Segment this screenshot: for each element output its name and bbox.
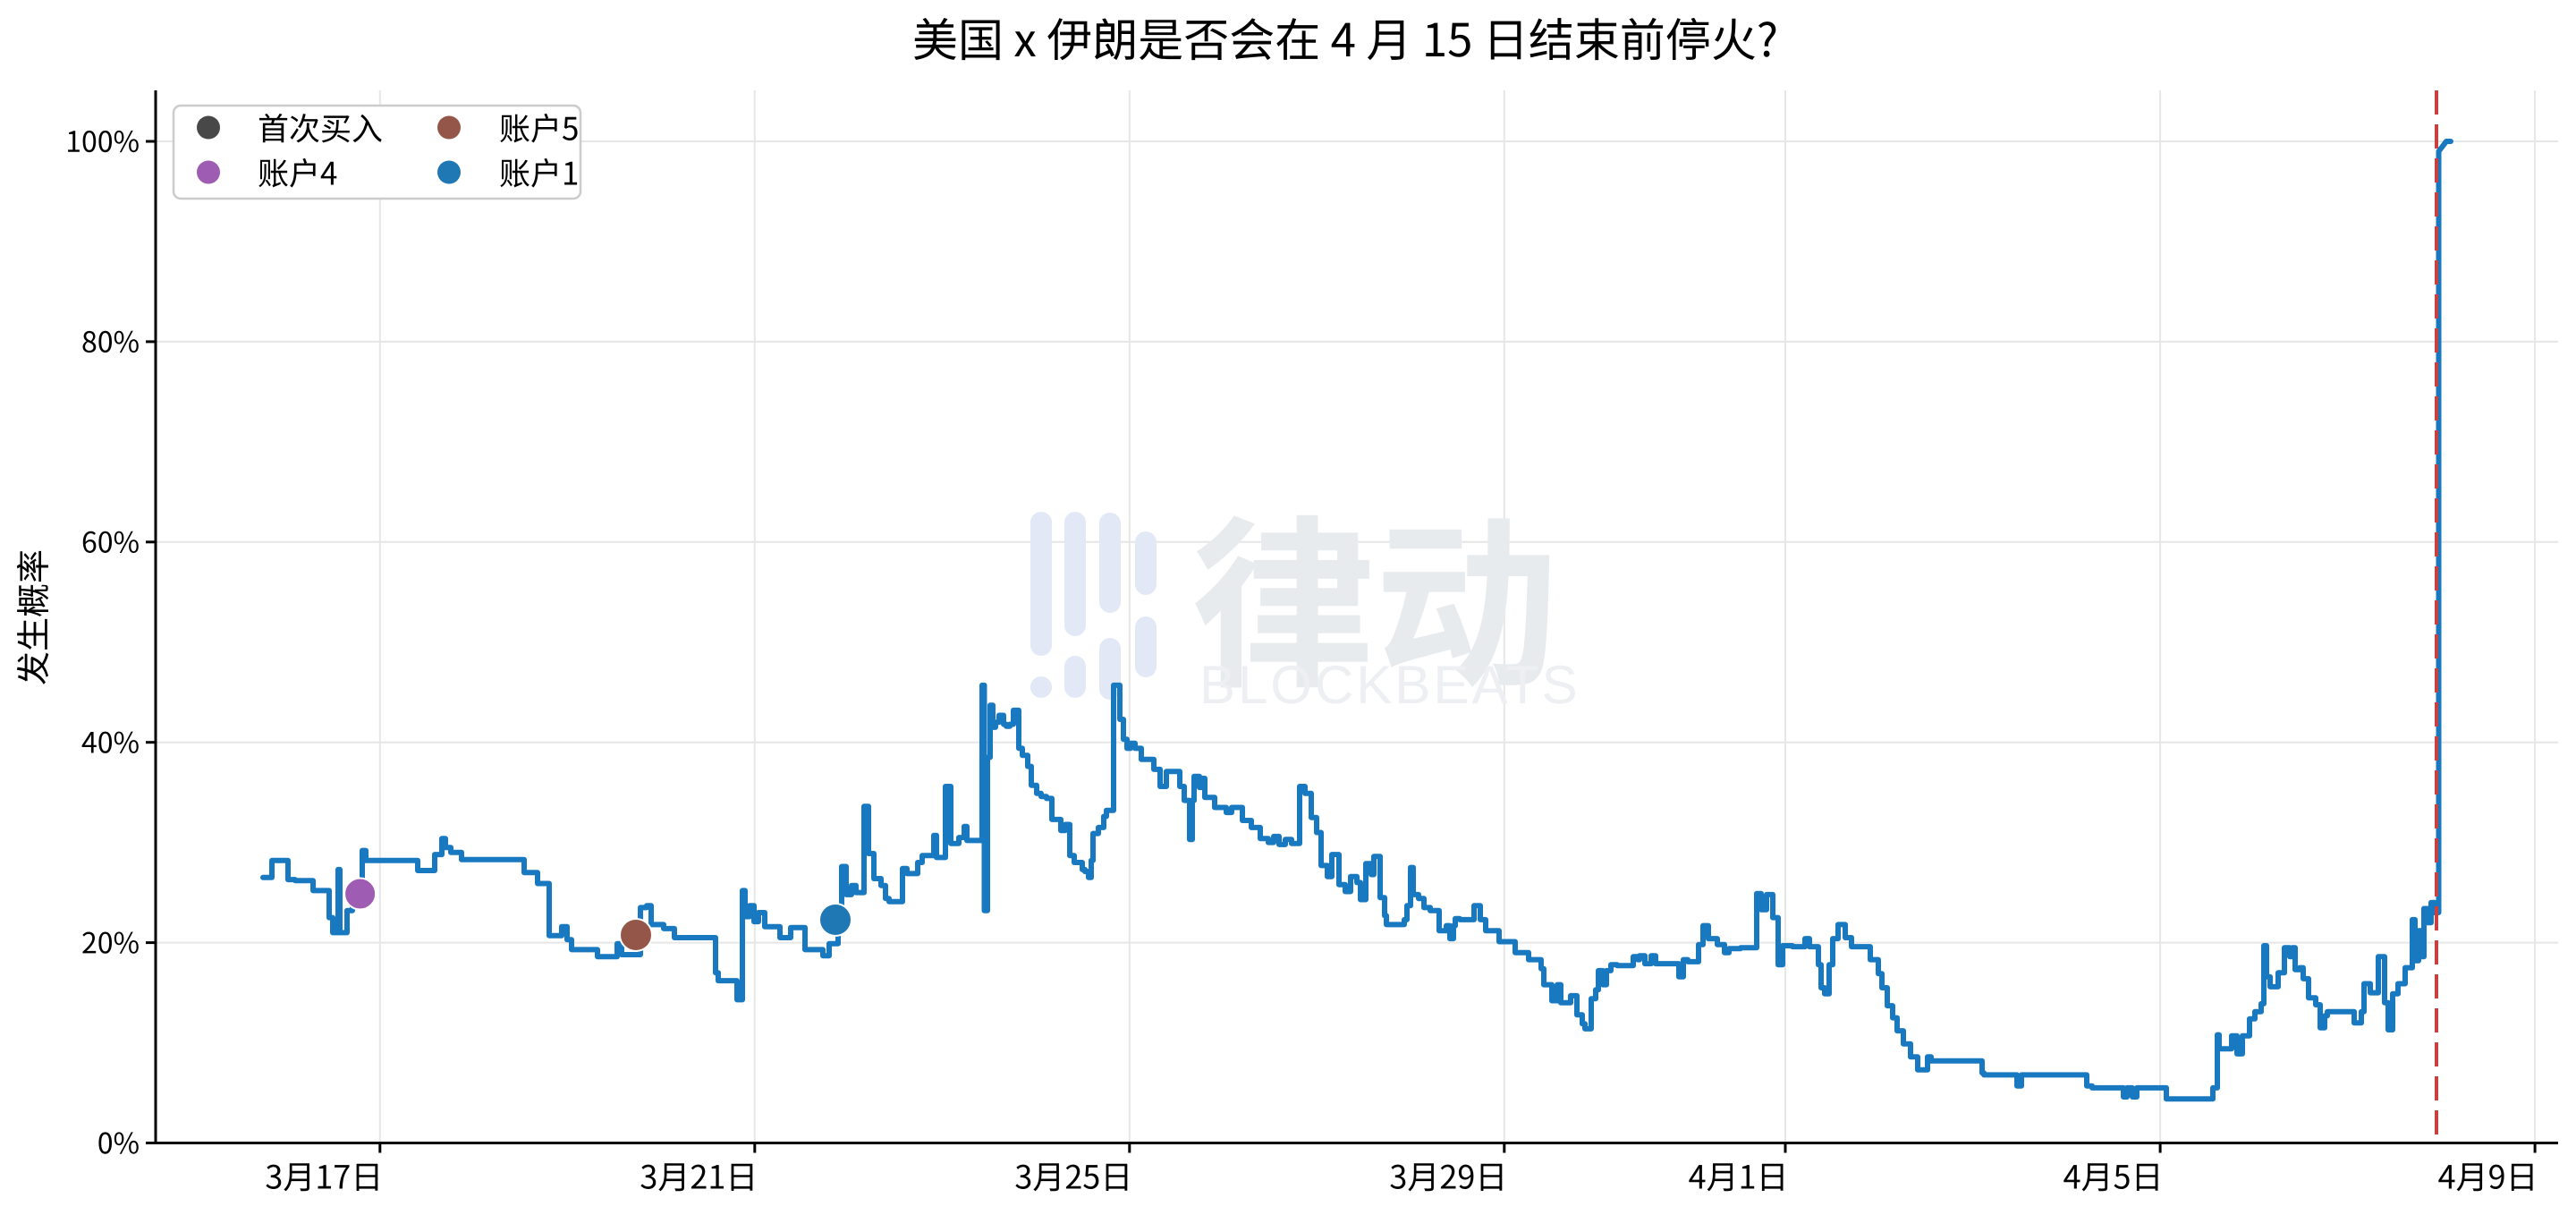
svg-text:BLOCKBEATS: BLOCKBEATS [1199,655,1580,715]
